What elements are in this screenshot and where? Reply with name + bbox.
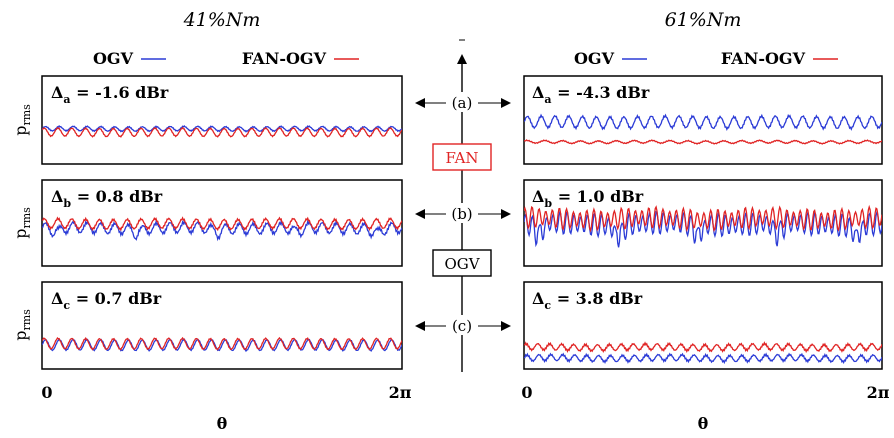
legend-label-fan-ogv: FAN-OGV	[721, 49, 806, 68]
right-column-title: 61%Nm	[665, 9, 742, 31]
x-axis-label: θ	[217, 414, 228, 433]
left-legend: OGV FAN-OGV	[93, 49, 359, 68]
fan-box	[432, 143, 492, 171]
legend-label-ogv: OGV	[93, 49, 134, 68]
left-column-title: 41%Nm	[183, 9, 261, 31]
right-legend: OGV FAN-OGV	[574, 49, 838, 68]
right-panel-c: Δc = 3.8 dBr	[523, 281, 883, 370]
x-tick-label: 0	[41, 383, 52, 402]
delta-label: Δb = 1.0 dBr	[532, 187, 644, 210]
legend-label-fan-ogv: FAN-OGV	[242, 49, 327, 68]
label-bg	[449, 92, 475, 112]
panel-frame	[41, 179, 403, 267]
series-line-fan-ogv	[42, 336, 402, 351]
x-axis-label: θ	[698, 414, 709, 433]
ogv-label: OGV	[444, 255, 480, 273]
series-line-ogv	[42, 218, 402, 242]
series-line-ogv	[524, 352, 882, 365]
y-axis-label: prms	[11, 309, 33, 341]
panel-frame	[523, 75, 883, 165]
series-line-fan-ogv	[42, 126, 402, 138]
center-label-a: (a)	[452, 94, 473, 112]
series-line-fan-ogv	[524, 204, 882, 233]
panel-frame	[523, 281, 883, 370]
label-bg	[449, 315, 475, 335]
center-label-c: (c)	[452, 317, 472, 335]
center-label-b: (b)	[451, 205, 472, 223]
delta-label: Δb = 0.8 dBr	[51, 187, 163, 210]
left-panel-c: Δc = 0.7 dBr	[41, 281, 403, 370]
panel-frame	[41, 75, 403, 165]
label-bg	[449, 203, 475, 223]
delta-label: Δa = -4.3 dBr	[532, 83, 650, 106]
series-line-fan-ogv	[42, 216, 402, 232]
panel-frame	[523, 179, 883, 267]
delta-label: Δc = 0.7 dBr	[51, 289, 162, 312]
right-panel-a: Δa = -4.3 dBr	[523, 75, 883, 165]
delta-label: Δa = -1.6 dBr	[51, 83, 169, 106]
series-line-ogv	[524, 113, 882, 132]
center-schematic: (a) FAN (b) OGV (c)	[415, 39, 511, 372]
series-line-fan-ogv	[524, 341, 882, 354]
x-tick-label: 0	[521, 383, 532, 402]
ogv-box	[432, 249, 492, 277]
y-axis-label: prms	[11, 207, 33, 239]
series-line-ogv	[42, 124, 402, 133]
x-tick-label: 2π	[867, 383, 890, 402]
right-panel-b: Δb = 1.0 dBr	[523, 179, 883, 267]
legend-label-ogv: OGV	[574, 49, 615, 68]
left-panel-a: Δa = -1.6 dBr	[41, 75, 403, 165]
panel-frame	[41, 281, 403, 370]
left-panel-b: Δb = 0.8 dBr	[41, 179, 403, 267]
y-axis-label: prms	[11, 104, 33, 136]
delta-label: Δc = 3.8 dBr	[532, 289, 643, 312]
x-tick-label: 2π	[389, 383, 412, 402]
series-line-fan-ogv	[524, 139, 882, 145]
fan-label: FAN	[445, 149, 478, 167]
